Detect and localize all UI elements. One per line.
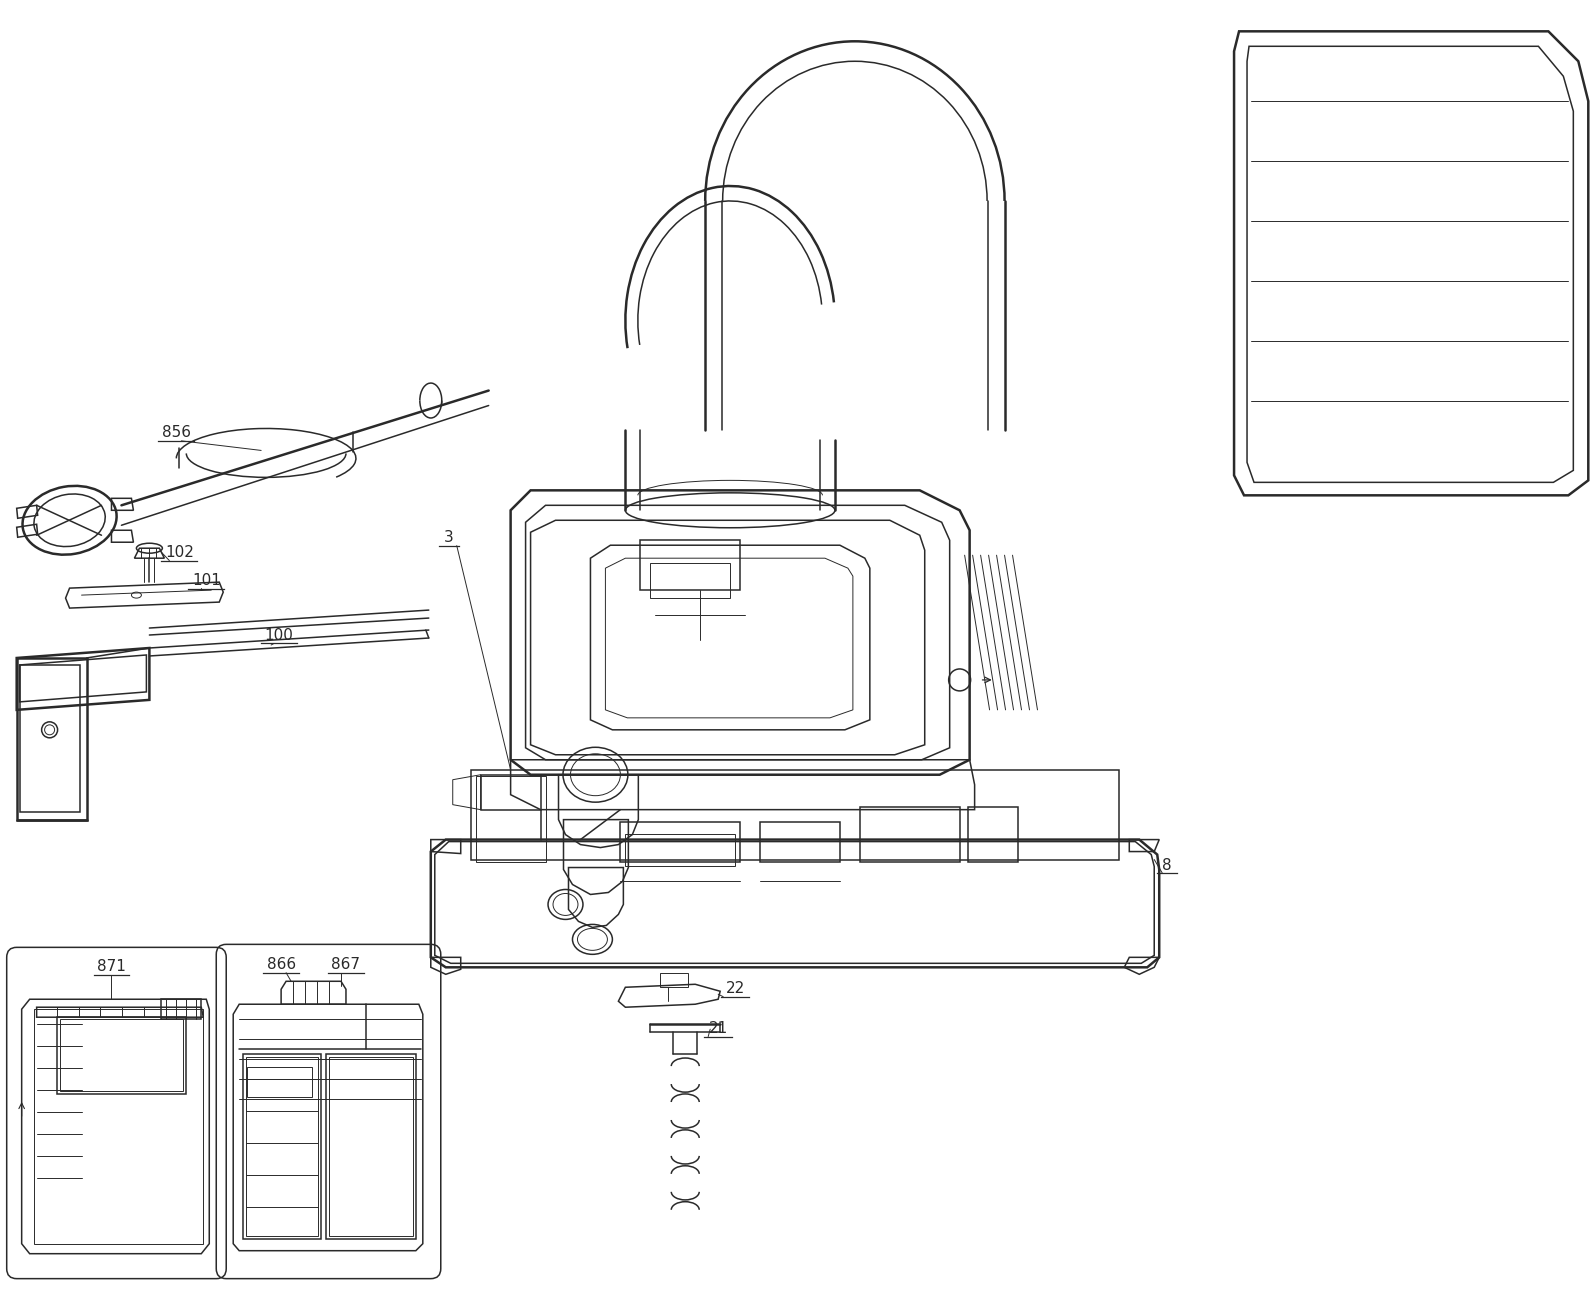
Text: 856: 856 [161,426,191,440]
Bar [475,775,545,862]
Bar [660,973,687,987]
Text: 101: 101 [191,573,220,589]
Bar [761,822,841,862]
Bar [620,822,740,862]
Bar [471,770,1120,859]
Text: 102: 102 [164,545,193,560]
Text: 8: 8 [1163,858,1172,872]
Bar [640,540,740,590]
Bar [625,833,735,866]
Text: 3: 3 [443,531,453,545]
Text: 22: 22 [726,981,745,996]
Bar [860,806,960,862]
Bar [247,1068,313,1097]
Text: 871: 871 [97,959,126,974]
Bar [968,806,1018,862]
Text: 867: 867 [332,958,360,972]
Text: 21: 21 [708,1021,727,1036]
Bar [651,563,731,598]
Text: 866: 866 [266,958,295,972]
Text: 100: 100 [265,628,293,643]
